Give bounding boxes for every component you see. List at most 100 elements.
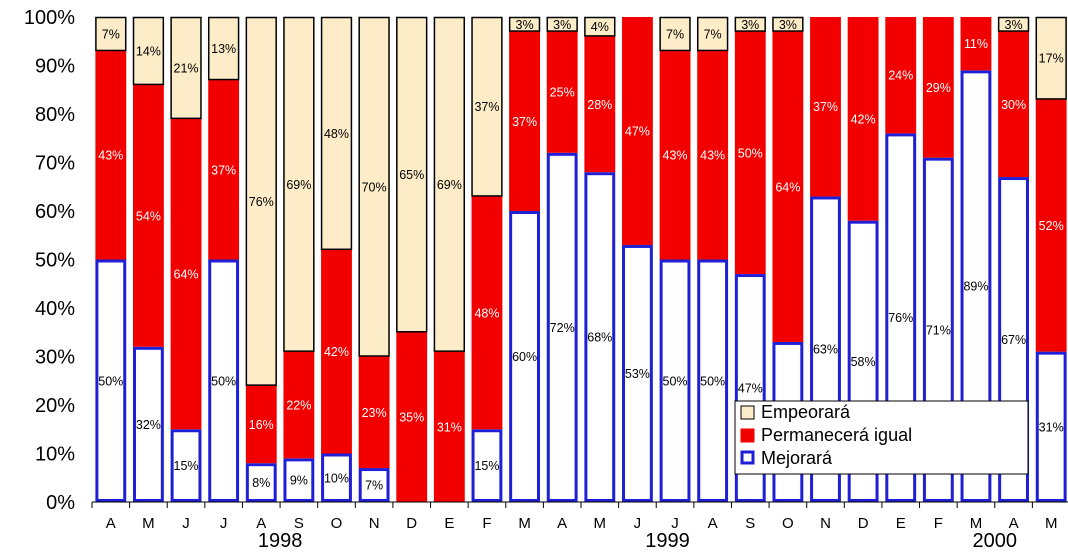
data-label: 65% bbox=[399, 168, 424, 182]
bar-segment-permanecera bbox=[170, 118, 202, 430]
bar-segment-permanecera bbox=[546, 31, 578, 153]
x-tick-label: M bbox=[594, 515, 607, 532]
bar-segment-empeorara bbox=[772, 16, 804, 32]
data-label: 31% bbox=[437, 420, 462, 434]
y-tick-label: 40% bbox=[35, 298, 75, 320]
bar-segment-mejorara bbox=[133, 346, 164, 502]
data-label: 21% bbox=[174, 61, 199, 75]
data-label: 30% bbox=[1001, 98, 1026, 112]
bar-segment-permanecera bbox=[245, 385, 277, 464]
data-label: 53% bbox=[625, 367, 650, 381]
data-label: 42% bbox=[851, 112, 876, 126]
x-tick-label: E bbox=[444, 515, 454, 532]
x-tick-label: M bbox=[1045, 515, 1058, 532]
data-label: 16% bbox=[249, 418, 274, 432]
y-tick-label: 0% bbox=[46, 492, 75, 514]
bar-segment-empeorara bbox=[132, 16, 165, 86]
x-tick-label: J bbox=[671, 515, 679, 532]
bar-segment-empeorara bbox=[546, 16, 578, 32]
data-label: 58% bbox=[851, 355, 876, 369]
bar-segment-empeorara bbox=[997, 16, 1030, 32]
legend-label-mejorara: Mejorará bbox=[761, 448, 833, 468]
x-tick-label: M bbox=[518, 515, 531, 532]
x-tick-label: E bbox=[896, 515, 906, 532]
data-label: 50% bbox=[211, 374, 236, 388]
data-label: 4% bbox=[591, 20, 609, 34]
data-label: 48% bbox=[324, 127, 349, 141]
bar-segment-mejorara bbox=[208, 259, 240, 502]
bar-segment-permanecera bbox=[283, 351, 315, 459]
x-tick-label: M bbox=[142, 515, 155, 532]
data-label: 72% bbox=[550, 321, 575, 335]
data-label: 69% bbox=[437, 178, 462, 192]
data-label: 35% bbox=[399, 411, 424, 425]
bar-segment-mejorara bbox=[321, 453, 352, 502]
bar-segment-mejorara bbox=[245, 463, 277, 503]
bar-segment-mejorara bbox=[697, 259, 729, 502]
data-label: 3% bbox=[1005, 18, 1023, 32]
bar-segment-empeorara bbox=[1035, 16, 1067, 100]
x-year-label: 2000 bbox=[973, 530, 1018, 552]
legend-swatch-empeorara bbox=[740, 405, 755, 420]
bar-segment-empeorara bbox=[508, 16, 541, 32]
data-label: 3% bbox=[741, 18, 759, 32]
data-label: 37% bbox=[211, 163, 236, 177]
data-label: 50% bbox=[700, 374, 725, 388]
y-tick-label: 60% bbox=[35, 201, 75, 223]
x-tick-label: J bbox=[634, 515, 642, 532]
data-label: 48% bbox=[474, 306, 499, 320]
data-label: 64% bbox=[775, 180, 800, 194]
y-tick-label: 70% bbox=[35, 153, 75, 175]
data-label: 7% bbox=[365, 479, 383, 493]
x-tick-label: O bbox=[782, 515, 794, 532]
bar-segment-permanecera bbox=[396, 332, 428, 502]
data-label: 28% bbox=[587, 98, 612, 112]
bar-segment-empeorara bbox=[95, 16, 127, 52]
data-label: 25% bbox=[550, 86, 575, 100]
y-tick-label: 90% bbox=[35, 56, 75, 78]
legend-swatch-mejorara bbox=[740, 450, 755, 465]
legend-swatch-permanecera bbox=[740, 428, 755, 443]
data-label: 52% bbox=[1039, 219, 1064, 233]
data-label: 3% bbox=[553, 18, 571, 32]
x-tick-label: M bbox=[970, 515, 983, 532]
data-label: 7% bbox=[102, 27, 120, 41]
x-tick-label: A bbox=[708, 515, 718, 532]
bar-segment-permanecera bbox=[998, 31, 1029, 178]
bar-segment-mejorara bbox=[546, 152, 578, 503]
bar-segment-mejorara bbox=[1035, 351, 1067, 502]
bar-segment-mejorara bbox=[95, 259, 127, 502]
y-tick-label: 50% bbox=[35, 250, 75, 272]
data-label: 15% bbox=[174, 459, 199, 473]
data-label: 50% bbox=[98, 374, 123, 388]
x-tick-label: F bbox=[482, 515, 491, 532]
bar-segment-empeorara bbox=[320, 16, 353, 251]
data-label: 14% bbox=[136, 44, 161, 58]
bar-segment-permanecera bbox=[622, 17, 653, 245]
x-tick-label: S bbox=[745, 515, 755, 532]
x-year-label: 1998 bbox=[258, 530, 303, 552]
bar-segment-permanecera bbox=[471, 196, 503, 430]
bar-segment-permanecera bbox=[772, 31, 804, 342]
data-label: 69% bbox=[286, 178, 311, 192]
data-label: 3% bbox=[516, 18, 534, 32]
bar-segment-permanecera bbox=[1035, 99, 1067, 352]
bar-segment-permanecera bbox=[321, 249, 352, 454]
legend-label-permanecera: Permanecerá igual bbox=[761, 425, 912, 445]
x-tick-label: D bbox=[406, 515, 417, 532]
bar-segment-empeorara bbox=[584, 16, 616, 37]
bar-segment-mejorara bbox=[283, 458, 315, 503]
bar-segment-permanecera bbox=[885, 17, 917, 134]
bar-segment-empeorara bbox=[433, 16, 466, 352]
bars-area: 50% 43% 7% 32% 54% 14% 15% 64% 21% 50% 37% 13% 8% 16%… bbox=[95, 16, 1067, 503]
bar-segment-empeorara bbox=[245, 16, 277, 386]
data-label: 67% bbox=[1001, 333, 1026, 347]
data-label: 13% bbox=[211, 42, 236, 56]
data-label: 43% bbox=[663, 149, 688, 163]
data-label: 50% bbox=[738, 146, 763, 160]
bar-segment-empeorara bbox=[734, 16, 766, 32]
y-axis: 0% 10% 20% 30% 40% 50% 60% 70% 80% 90% 100% bbox=[24, 7, 75, 514]
y-tick-label: 20% bbox=[35, 395, 75, 417]
x-tick-label: O bbox=[331, 515, 343, 532]
